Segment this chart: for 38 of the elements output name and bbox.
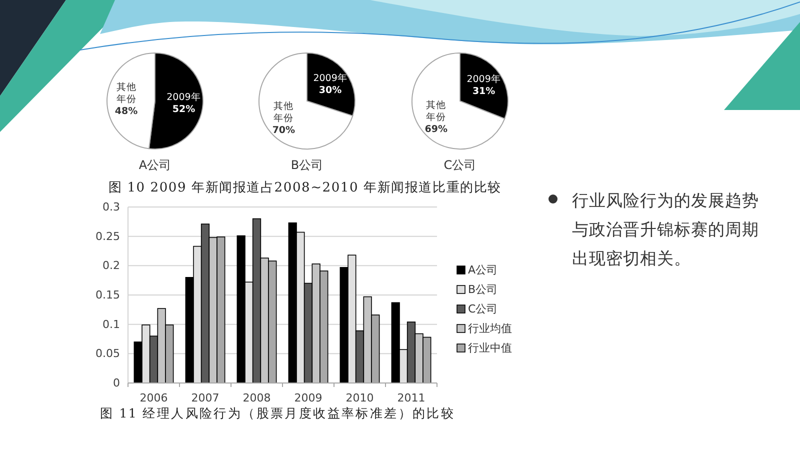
legend-label: 行业均值 xyxy=(468,322,512,335)
pie-slice xyxy=(412,52,506,150)
data-label: 70% xyxy=(272,124,296,136)
legend-label: B公司 xyxy=(468,283,498,296)
x-tick-label: 2007 xyxy=(191,392,220,404)
slice-label: 其他年份 xyxy=(274,99,294,124)
x-tick-label: 2010 xyxy=(346,392,374,404)
slice-label: 其他年份 xyxy=(116,80,136,105)
caption: 图 10 2009 年新闻报道占2008~2010 年新闻报道比重的比较 xyxy=(108,180,502,196)
data-label: 69% xyxy=(424,124,448,135)
data-label: 52% xyxy=(172,103,196,114)
y-tick-label: 0.3 xyxy=(102,200,120,214)
y-tick-label: 0.05 xyxy=(96,347,120,360)
y-tick-label: 0.25 xyxy=(96,230,120,243)
text: C公司 xyxy=(444,158,476,172)
data-label: 48% xyxy=(114,106,138,117)
x-tick-label: 2009 xyxy=(294,392,322,404)
pie-slice xyxy=(258,52,354,150)
y-tick-label: 0.2 xyxy=(102,259,120,272)
text: 行业风险行为的发展趋势与政治晋升锦标赛的周期出现密切相关。 xyxy=(572,190,759,268)
slice-label: 2009年 xyxy=(313,72,348,84)
y-tick-label: 0 xyxy=(113,376,120,390)
slice-label: 其他年份 xyxy=(426,98,446,123)
x-tick-label: 2008 xyxy=(242,392,271,404)
data-label: 31% xyxy=(472,85,496,96)
caption: 图 11 经理人风险行为（股票月度收益率标准差）的比较 xyxy=(100,406,456,420)
text: A公司 xyxy=(138,158,172,172)
y-tick-label: 0.1 xyxy=(102,318,120,331)
slice-label: 2009年 xyxy=(166,90,201,102)
slice-label: 2009年 xyxy=(466,72,501,84)
legend-label: A公司 xyxy=(468,264,498,276)
legend-label: 行业中值 xyxy=(468,342,512,354)
y-tick-label: 0.15 xyxy=(96,288,120,302)
text: B公司 xyxy=(290,158,324,172)
x-tick-label: 2011 xyxy=(397,392,426,404)
data-label: 30% xyxy=(318,84,342,96)
x-tick-label: 2006 xyxy=(140,392,168,404)
legend-label: C公司 xyxy=(468,302,498,316)
